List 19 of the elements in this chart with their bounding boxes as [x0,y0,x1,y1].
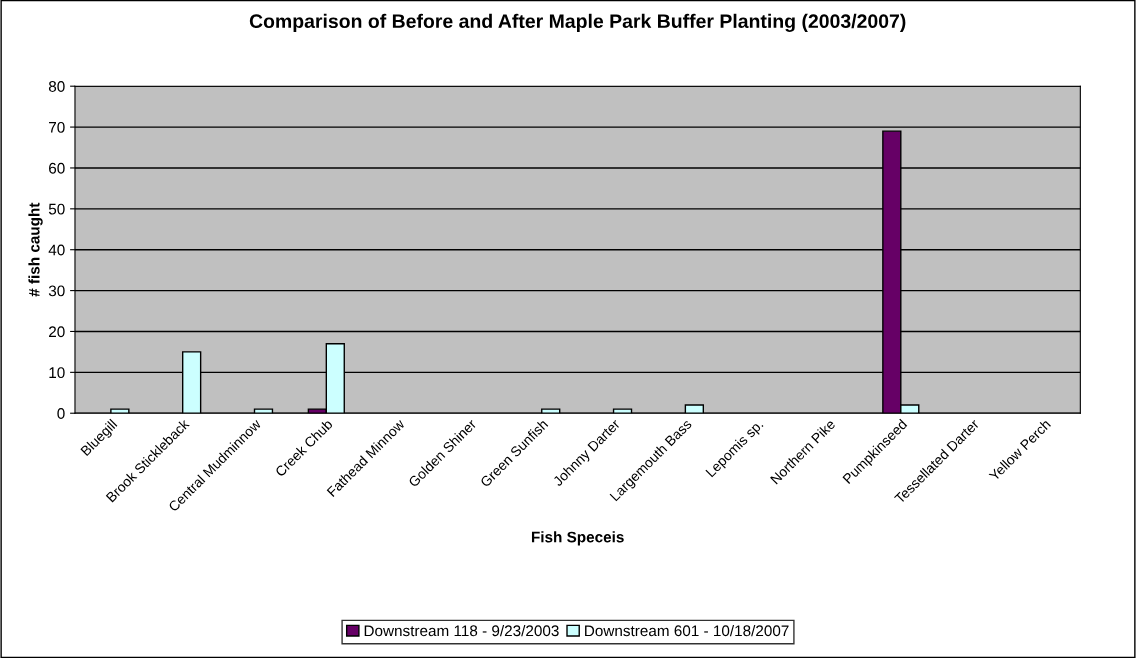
bar [253,408,274,414]
y-tick-label: 10 [49,367,65,379]
chart-title: Comparison of Before and After Maple Park Buffer Planting (2003/2007) [249,13,906,32]
legend-label: Downstream 601 - 10/18/2007 [585,624,789,637]
y-tick-label: 30 [48,285,65,297]
y-tick-label: 70 [49,121,65,133]
bar [541,408,561,414]
y-tick-label: 50 [48,203,65,215]
bar [110,408,130,414]
y-axis-title: # fish caught [28,202,43,297]
y-tick-label: 60 [49,162,65,174]
bar [684,404,705,414]
y-tick-label: 80 [48,81,65,92]
x-axis-title: Fish Speceis [531,531,624,546]
y-tick-label: 0 [57,408,65,419]
y-tick-label: 20 [49,326,65,338]
bar [612,408,633,414]
y-tick-label: 40 [48,244,65,256]
legend-label: Downstream 118 - 9/23/2003 [364,624,559,637]
